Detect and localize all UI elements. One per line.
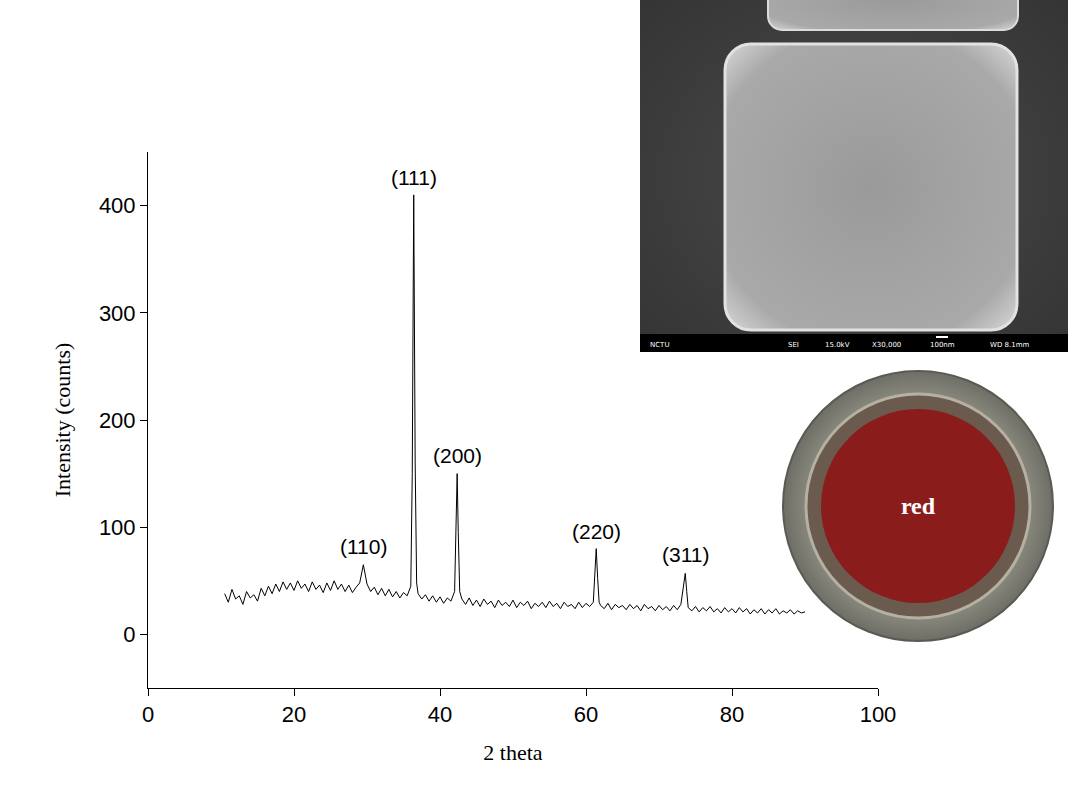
svg-text:20: 20	[282, 702, 306, 727]
svg-text:(111): (111)	[391, 166, 437, 189]
svg-text:100nm: 100nm	[930, 341, 955, 349]
svg-text:Intensity (counts): Intensity (counts)	[50, 343, 75, 498]
svg-text:400: 400	[99, 193, 136, 218]
svg-text:(200): (200)	[433, 444, 482, 467]
svg-text:40: 40	[428, 702, 452, 727]
svg-text:60: 60	[574, 702, 598, 727]
svg-text:(311): (311)	[662, 543, 709, 566]
svg-text:NCTU: NCTU	[650, 341, 670, 349]
svg-text:0: 0	[123, 622, 135, 647]
svg-text:(220): (220)	[572, 520, 621, 543]
svg-text:SEI: SEI	[788, 341, 799, 349]
svg-text:(110): (110)	[340, 535, 387, 558]
svg-text:300: 300	[99, 301, 136, 326]
svg-text:red: red	[901, 493, 936, 519]
svg-text:80: 80	[720, 702, 744, 727]
svg-text:X30,000: X30,000	[872, 341, 901, 349]
svg-text:100: 100	[99, 515, 136, 540]
svg-text:100: 100	[860, 702, 897, 727]
svg-text:2 theta: 2 theta	[483, 740, 542, 765]
svg-text:200: 200	[99, 408, 136, 433]
svg-text:0: 0	[142, 702, 154, 727]
svg-text:15.0kV: 15.0kV	[825, 341, 850, 349]
svg-text:WD 8.1mm: WD 8.1mm	[990, 341, 1029, 349]
